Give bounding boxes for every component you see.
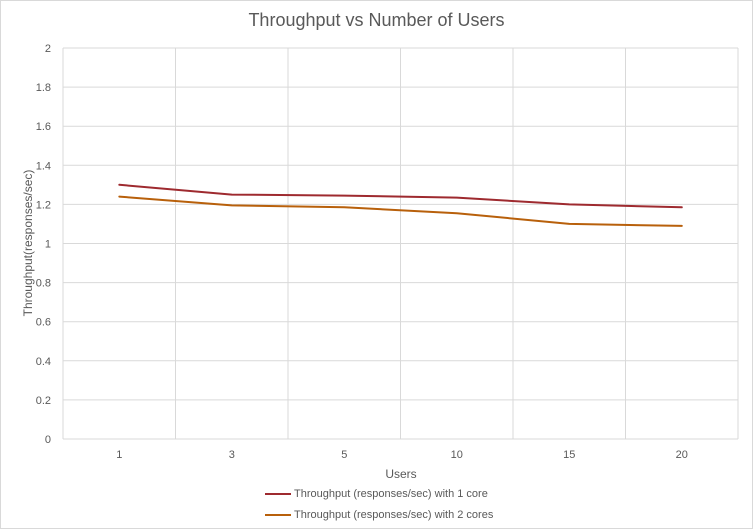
y-tick-label: 0.2 [36, 395, 51, 407]
x-tick-label: 1 [116, 449, 122, 461]
y-tick-label: 0 [45, 434, 51, 446]
y-tick-label: 2 [45, 43, 51, 55]
legend-swatch-2-cores [265, 513, 291, 516]
x-axis-title: Users [385, 467, 417, 481]
x-tick-label: 5 [341, 449, 347, 461]
legend: Throughput (responses/sec) with 1 core T… [265, 483, 493, 525]
legend-label-2-cores: Throughput (responses/sec) with 2 cores [294, 508, 494, 521]
legend-item-2-cores: Throughput (responses/sec) with 2 cores [265, 504, 493, 525]
x-tick-label: 10 [451, 449, 463, 461]
legend-swatch-1-core [265, 492, 291, 495]
legend-label-1-core: Throughput (responses/sec) with 1 core [294, 487, 488, 500]
y-tick-label: 1.2 [36, 199, 51, 211]
y-tick-label: 1.6 [36, 121, 51, 133]
series-line-1-core [118, 183, 683, 209]
y-tick-label: 1.8 [36, 82, 51, 94]
y-tick-label: 0.6 [36, 317, 51, 329]
x-tick-label: 15 [563, 449, 575, 461]
series-line-2-cores [118, 195, 683, 227]
x-tick-label: 20 [676, 449, 688, 461]
y-tick-label: 0.8 [36, 278, 51, 290]
y-tick-label: 1.4 [36, 160, 51, 172]
y-axis-title: Throughput(responses/sec) [21, 169, 35, 317]
legend-item-1-core: Throughput (responses/sec) with 1 core [265, 483, 493, 504]
chart-title: Throughput vs Number of Users [248, 10, 505, 30]
y-tick-label: 0.4 [36, 356, 51, 368]
x-tick-label: 3 [229, 449, 235, 461]
y-tick-label: 1 [45, 239, 51, 251]
